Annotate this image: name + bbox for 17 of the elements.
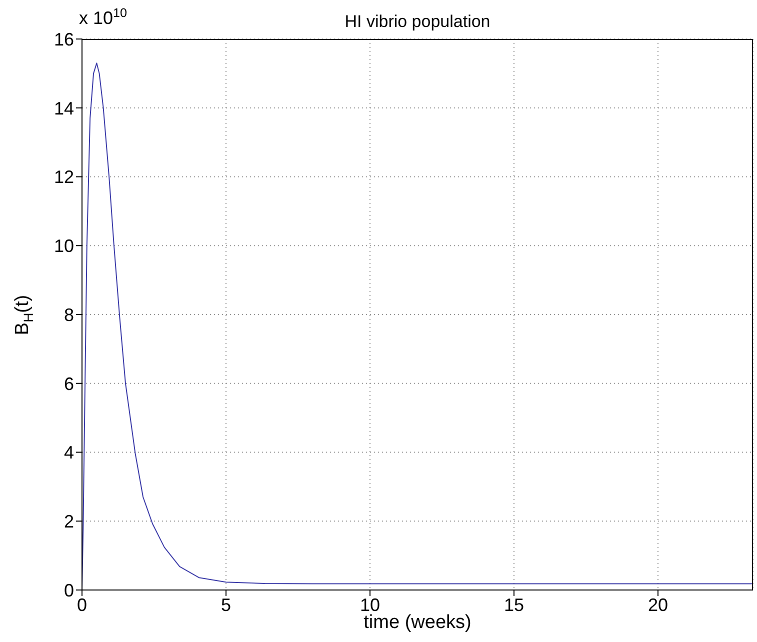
- x-tick-label: 0: [76, 594, 88, 615]
- x-tick-label: 15: [504, 594, 524, 615]
- y-tick-label: 14: [54, 98, 74, 118]
- y-tick-label: 8: [64, 304, 74, 325]
- chart-title: HI vibrio population: [344, 12, 490, 31]
- y-tick-label: 12: [54, 167, 74, 188]
- y-tick-label: 16: [54, 29, 74, 50]
- y-tick-label: 4: [64, 442, 74, 463]
- y-tick-label: 10: [54, 236, 74, 256]
- x-tick-label: 10: [360, 594, 380, 615]
- x-tick-label: 5: [220, 594, 231, 615]
- y-tick-label: 6: [64, 374, 74, 394]
- y-tick-label: 0: [64, 580, 74, 600]
- y-tick-label: 2: [64, 512, 74, 532]
- text: x 10$^{10}$: [79, 6, 128, 28]
- x-tick-label: 20: [648, 594, 668, 615]
- x-axis-title: time (weeks): [364, 612, 472, 633]
